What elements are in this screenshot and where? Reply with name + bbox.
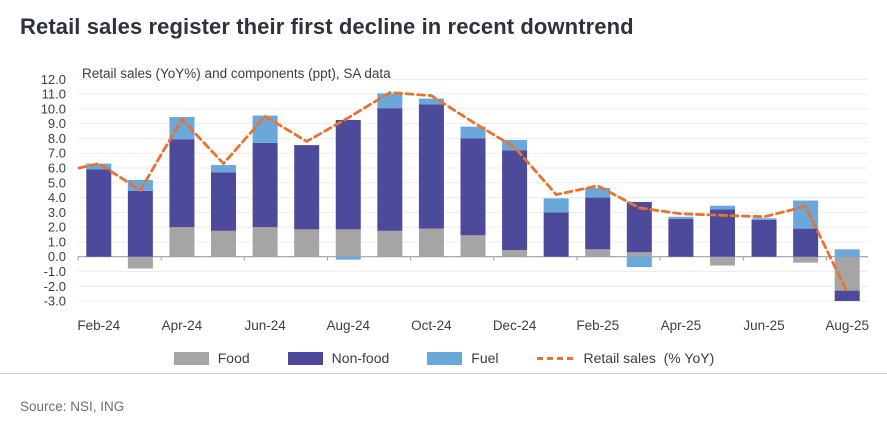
bar-segment-non-food <box>626 202 652 253</box>
svg-text:Oct-24: Oct-24 <box>411 318 452 333</box>
svg-text:Aug-25: Aug-25 <box>825 318 869 333</box>
bar-segment-fuel <box>127 179 153 191</box>
bar-segment-food <box>127 256 153 269</box>
bar-segment-non-food <box>169 139 195 228</box>
bar-segment-fuel <box>211 165 237 173</box>
bar-segment-fuel <box>709 205 735 210</box>
svg-text:-3.0: -3.0 <box>44 294 66 309</box>
bar-segment-fuel <box>86 163 112 170</box>
bar-segment-non-food <box>668 219 694 257</box>
chart-legend: Food Non-food Fuel Retail sales (% YoY) <box>54 350 834 366</box>
legend-color-swatch <box>287 351 323 365</box>
bar-segment-non-food <box>211 172 237 231</box>
svg-text:Jun-24: Jun-24 <box>244 318 286 333</box>
bar-segment-non-food <box>585 197 611 250</box>
bar-segment-non-food <box>543 212 569 257</box>
svg-text:4.0: 4.0 <box>48 190 66 205</box>
bar-segment-food <box>460 235 486 257</box>
legend-label: Fuel <box>471 350 499 366</box>
bar-segment-non-food <box>418 104 444 229</box>
legend-item-food: Food <box>173 350 250 366</box>
svg-text:Feb-25: Feb-25 <box>576 318 619 333</box>
bar-segment-non-food <box>709 209 735 257</box>
retail-sales-line <box>77 91 849 294</box>
svg-text:-2.0: -2.0 <box>44 279 66 294</box>
bar-segment-food <box>377 230 403 257</box>
bar-segment-food <box>709 256 735 266</box>
svg-text:9.0: 9.0 <box>48 116 66 131</box>
legend-label: Food <box>217 350 250 366</box>
svg-text:11.0: 11.0 <box>42 87 66 102</box>
svg-text:Dec-24: Dec-24 <box>493 318 537 333</box>
svg-text:6.0: 6.0 <box>48 161 66 176</box>
bar-segment-food <box>294 229 320 257</box>
bar-segment-non-food <box>86 169 112 257</box>
bar-segment-food <box>335 229 361 257</box>
bar-segment-fuel <box>502 139 528 151</box>
svg-text:7.0: 7.0 <box>48 146 66 161</box>
svg-text:3.0: 3.0 <box>48 205 66 220</box>
bar-segment-fuel <box>377 93 403 109</box>
legend-label: Retail sales (% YoY) <box>583 350 715 366</box>
svg-text:5.0: 5.0 <box>48 175 66 190</box>
svg-text:0.0: 0.0 <box>48 249 66 264</box>
chart-subtitle: Retail sales (YoY%) and components (ppt)… <box>82 66 391 81</box>
legend-item-retail: Retail sales (% YoY) <box>536 350 715 366</box>
bar-segment-food <box>626 252 652 257</box>
bar-segment-fuel <box>169 117 195 140</box>
svg-text:Feb-24: Feb-24 <box>77 318 120 333</box>
svg-text:Jun-25: Jun-25 <box>743 318 784 333</box>
bar-segment-food <box>502 250 528 257</box>
bar-segment-fuel <box>335 256 361 260</box>
bar-segment-fuel <box>460 126 486 139</box>
page-title: Retail sales register their first declin… <box>20 14 634 39</box>
svg-text:8.0: 8.0 <box>48 131 66 146</box>
bar-segment-fuel <box>418 98 444 105</box>
bar-segment-non-food <box>751 219 777 257</box>
svg-text:Aug-24: Aug-24 <box>326 318 370 333</box>
bar-segment-fuel <box>668 216 694 220</box>
bar-segment-fuel <box>626 256 652 268</box>
bar-segment-non-food <box>834 290 860 302</box>
bar-segment-food <box>252 227 278 257</box>
legend-item-non-food: Non-food <box>287 350 390 366</box>
source-note: Source: NSI, ING <box>20 399 125 414</box>
legend-label: Non-food <box>331 350 390 366</box>
bar-segment-food <box>211 230 237 257</box>
y-axis-labels: -3.0-2.0-1.00.01.02.03.04.05.06.07.08.09… <box>41 72 66 309</box>
bar-segment-non-food <box>335 119 361 230</box>
bar-segment-food <box>418 228 444 257</box>
svg-text:Apr-24: Apr-24 <box>162 318 203 333</box>
bar-segment-non-food <box>377 108 403 231</box>
chart-plot-area: -3.0-2.0-1.00.01.02.03.04.05.06.07.08.09… <box>41 72 869 333</box>
bar-segment-non-food <box>294 145 320 230</box>
bar-segment-food <box>169 227 195 257</box>
bar-segment-non-food <box>502 150 528 251</box>
bar-segment-food <box>585 249 611 257</box>
bar-segment-non-food <box>460 138 486 236</box>
bar-segment-fuel <box>751 218 777 220</box>
legend-color-swatch <box>427 351 463 365</box>
legend-dash-swatch <box>536 356 575 360</box>
bar-segment-fuel <box>834 249 860 257</box>
bar-segment-non-food <box>252 142 278 228</box>
footer-divider <box>0 373 887 374</box>
legend-color-swatch <box>173 351 209 365</box>
legend-item-fuel: Fuel <box>427 350 499 366</box>
bar-segment-non-food <box>127 190 153 257</box>
svg-text:Apr-25: Apr-25 <box>661 318 702 333</box>
svg-text:10.0: 10.0 <box>41 101 66 116</box>
bar-segment-food <box>793 256 819 263</box>
bar-segment-fuel <box>252 115 278 143</box>
bar-segment-non-food <box>793 228 819 257</box>
x-axis-ticks <box>77 256 827 261</box>
svg-text:-1.0: -1.0 <box>44 264 66 279</box>
svg-text:2.0: 2.0 <box>48 220 66 235</box>
x-axis-labels: Feb-24 Apr-24 Jun-24 Aug-24 Oct-24 Dec-24 Feb-… <box>77 318 869 333</box>
bar-segment-fuel <box>543 198 569 213</box>
svg-text:12.0: 12.0 <box>41 72 66 87</box>
svg-text:1.0: 1.0 <box>48 234 66 249</box>
bar-segment-fuel <box>585 187 611 198</box>
